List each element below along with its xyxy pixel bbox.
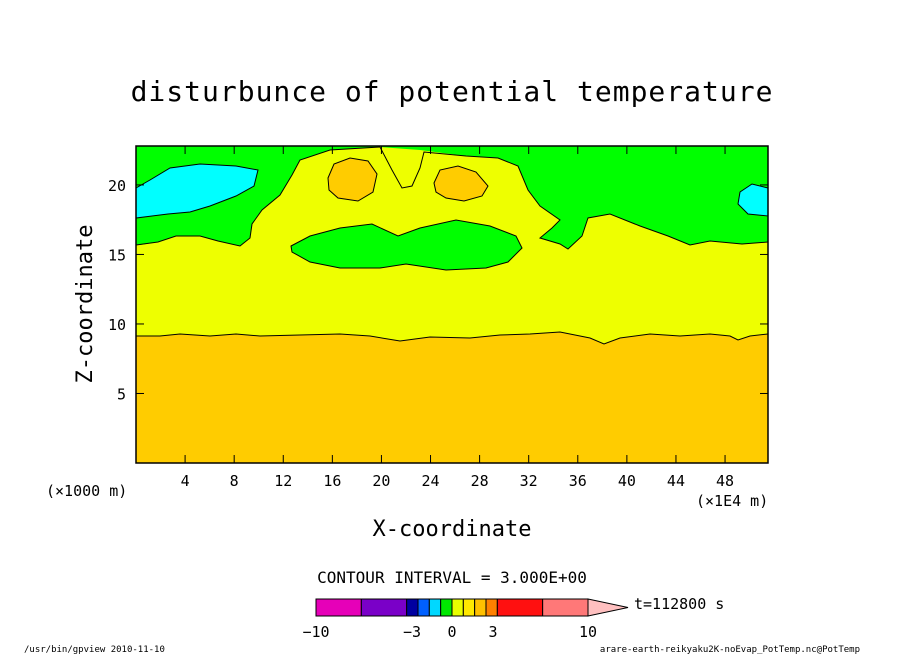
colorbar-swatch xyxy=(417,598,430,617)
x-tick-label: 36 xyxy=(569,472,587,490)
x-tick-label: 24 xyxy=(421,472,439,490)
y-axis-label: Z-coordinate xyxy=(73,225,98,384)
x-tick-label: 20 xyxy=(372,472,390,490)
colorbar-swatch xyxy=(496,598,544,617)
x-unit-left: (×1000 m) xyxy=(46,482,127,500)
y-axis-ticks: 5 10 15 20 xyxy=(108,177,768,403)
x-tick-label: 48 xyxy=(716,472,734,490)
plot-frame xyxy=(135,145,769,464)
colorbar-label: 0 xyxy=(447,623,456,641)
x-unit-right: (×1E4 m) xyxy=(696,492,768,510)
region-upper xyxy=(136,146,768,249)
colorbar xyxy=(315,598,629,617)
x-tick-label: 16 xyxy=(323,472,341,490)
colorbar-label: −10 xyxy=(302,623,329,641)
colorbar-arrow xyxy=(587,598,629,617)
colorbar-swatch xyxy=(428,598,442,617)
chart-title: disturbunce of potential temperature xyxy=(131,75,774,108)
colorbar-swatch xyxy=(542,598,589,617)
colorbar-label: 10 xyxy=(579,623,597,641)
x-tick-label: 28 xyxy=(471,472,489,490)
colorbar-swatch xyxy=(462,598,476,617)
x-tick-label: 44 xyxy=(667,472,685,490)
colorbar-swatch xyxy=(315,598,362,617)
x-tick-label: 12 xyxy=(274,472,292,490)
colorbar-swatch xyxy=(451,598,464,617)
y-tick-label: 5 xyxy=(117,385,126,403)
footer-left: /usr/bin/gpview 2010-11-10 xyxy=(24,645,165,654)
x-tick-label: 32 xyxy=(520,472,538,490)
x-tick-label: 4 xyxy=(181,472,190,490)
time-label: t=112800 s xyxy=(634,595,724,613)
region-cold-left xyxy=(135,163,259,219)
colorbar-label: 3 xyxy=(488,623,497,641)
y-tick-label: 20 xyxy=(108,177,126,195)
x-axis-label: X-coordinate xyxy=(373,517,532,542)
colorbar-swatch xyxy=(474,598,487,617)
region-upper-center-cell xyxy=(290,219,523,271)
y-tick-label: 10 xyxy=(108,316,126,334)
x-tick-label: 8 xyxy=(230,472,239,490)
region-lower xyxy=(136,332,768,463)
footer-right: arare-earth-reikyaku2K-noEvap_PotTemp.nc… xyxy=(600,645,860,654)
colorbar-swatch xyxy=(406,598,419,617)
contour-lines xyxy=(135,146,769,345)
region-warm-cell-right xyxy=(433,165,489,202)
colorbar-swatch xyxy=(485,598,498,617)
x-tick-label: 40 xyxy=(618,472,636,490)
colorbar-swatch xyxy=(360,598,408,617)
contour-interval-label: CONTOUR INTERVAL = 3.000E+00 xyxy=(317,568,587,587)
colorbar-label: −3 xyxy=(403,623,421,641)
x-axis-ticks: 4 8 12 16 20 24 28 32 36 40 44 48 xyxy=(181,146,734,490)
y-tick-label: 15 xyxy=(108,246,126,264)
colorbar-labels: −10 −3 0 3 10 xyxy=(302,623,597,641)
region-warm-cell-left xyxy=(327,157,378,202)
colorbar-swatch xyxy=(440,598,453,617)
